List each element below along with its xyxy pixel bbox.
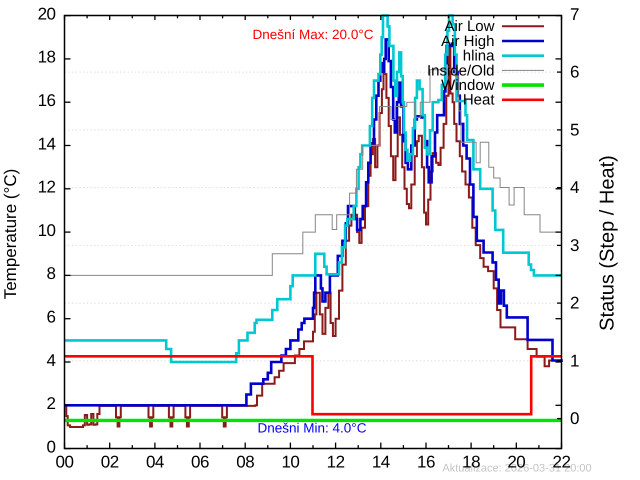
- svg-text:10: 10: [38, 221, 56, 240]
- svg-text:1: 1: [570, 351, 579, 370]
- svg-text:12: 12: [327, 453, 345, 472]
- svg-text:hlina: hlina: [463, 48, 495, 65]
- svg-text:20: 20: [38, 4, 56, 23]
- svg-text:2: 2: [47, 394, 56, 413]
- svg-text:Inside/Old: Inside/Old: [427, 62, 495, 79]
- svg-text:12: 12: [38, 178, 56, 197]
- svg-text:Heat: Heat: [463, 92, 496, 109]
- svg-text:2: 2: [570, 294, 579, 313]
- svg-text:18: 18: [38, 48, 56, 67]
- svg-text:Status (Step / Heat): Status (Step / Heat): [597, 155, 619, 331]
- svg-text:Temperature (°C): Temperature (°C): [1, 169, 20, 300]
- svg-text:5: 5: [570, 120, 579, 139]
- svg-text:Air High: Air High: [441, 33, 494, 50]
- svg-text:00: 00: [56, 453, 74, 472]
- svg-text:0: 0: [570, 409, 579, 428]
- svg-text:6: 6: [47, 308, 56, 327]
- svg-text:Aktualizace: 2026-03-31 20:00: Aktualizace: 2026-03-31 20:00: [442, 463, 591, 475]
- svg-text:0: 0: [47, 437, 56, 456]
- svg-text:04: 04: [146, 453, 164, 472]
- svg-text:Dnešní Max: 20.0°C: Dnešní Max: 20.0°C: [253, 27, 374, 42]
- svg-text:14: 14: [38, 134, 56, 153]
- svg-text:02: 02: [101, 453, 119, 472]
- svg-text:10: 10: [281, 453, 299, 472]
- svg-text:8: 8: [47, 264, 56, 283]
- svg-text:6: 6: [570, 63, 579, 82]
- svg-text:18: 18: [462, 453, 480, 472]
- svg-text:4: 4: [570, 178, 579, 197]
- svg-text:22: 22: [553, 453, 571, 472]
- svg-text:20: 20: [507, 453, 525, 472]
- svg-text:7: 7: [570, 5, 579, 24]
- svg-text:14: 14: [372, 453, 390, 472]
- svg-text:08: 08: [236, 453, 254, 472]
- svg-text:Air Low: Air Low: [444, 18, 494, 35]
- svg-text:4: 4: [47, 351, 56, 370]
- svg-text:06: 06: [191, 453, 209, 472]
- svg-text:16: 16: [38, 91, 56, 110]
- svg-text:3: 3: [570, 236, 579, 255]
- svg-text:Window: Window: [441, 77, 495, 94]
- svg-text:Dnešni Min: 4.0°C: Dnešni Min: 4.0°C: [258, 421, 367, 436]
- svg-text:16: 16: [417, 453, 435, 472]
